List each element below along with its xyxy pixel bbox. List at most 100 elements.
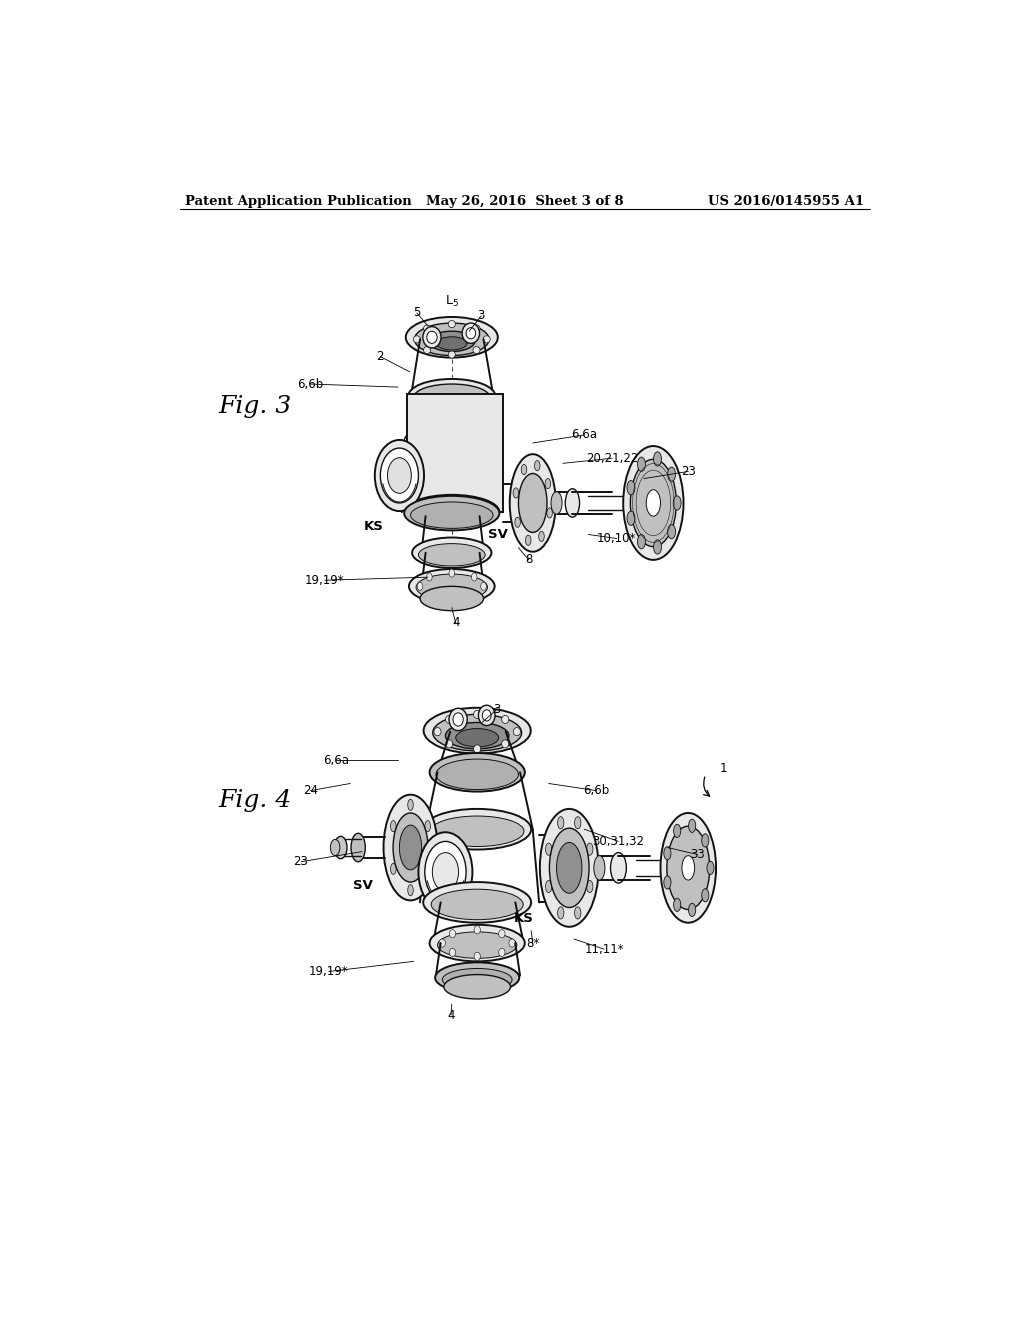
- Ellipse shape: [424, 708, 530, 754]
- Ellipse shape: [546, 880, 552, 892]
- Ellipse shape: [445, 739, 453, 748]
- Ellipse shape: [351, 833, 366, 862]
- Ellipse shape: [701, 834, 709, 847]
- Text: 24: 24: [303, 784, 318, 797]
- Text: 6,6a: 6,6a: [323, 754, 349, 767]
- Ellipse shape: [419, 544, 485, 566]
- Ellipse shape: [419, 833, 472, 912]
- Ellipse shape: [427, 591, 432, 599]
- Ellipse shape: [587, 880, 593, 892]
- Ellipse shape: [513, 727, 520, 735]
- Text: 23: 23: [681, 465, 695, 478]
- Text: SV: SV: [487, 528, 508, 541]
- Ellipse shape: [456, 729, 499, 747]
- Ellipse shape: [425, 863, 430, 874]
- Ellipse shape: [474, 710, 480, 718]
- Ellipse shape: [449, 351, 456, 358]
- Ellipse shape: [473, 325, 480, 333]
- Ellipse shape: [425, 841, 466, 903]
- Text: 6,6a: 6,6a: [571, 429, 597, 441]
- Ellipse shape: [499, 929, 505, 937]
- Text: Patent Application Publication: Patent Application Publication: [185, 194, 412, 207]
- Ellipse shape: [557, 817, 564, 829]
- Ellipse shape: [502, 739, 509, 748]
- Ellipse shape: [510, 454, 556, 552]
- Ellipse shape: [412, 537, 492, 568]
- Ellipse shape: [624, 446, 684, 560]
- Ellipse shape: [674, 824, 681, 837]
- Text: 8: 8: [525, 553, 532, 566]
- Text: 4: 4: [447, 1008, 455, 1022]
- Text: 6,6b: 6,6b: [583, 784, 609, 797]
- Ellipse shape: [525, 535, 531, 545]
- Ellipse shape: [682, 855, 694, 880]
- Ellipse shape: [594, 855, 605, 880]
- Ellipse shape: [424, 325, 431, 333]
- Text: KS: KS: [513, 912, 534, 925]
- Text: Fig. 3: Fig. 3: [218, 395, 292, 418]
- Ellipse shape: [664, 846, 671, 859]
- Ellipse shape: [660, 813, 716, 923]
- Ellipse shape: [393, 813, 428, 882]
- Bar: [408, 395, 503, 512]
- Ellipse shape: [424, 347, 431, 354]
- Ellipse shape: [668, 524, 676, 539]
- Text: L$_5$: L$_5$: [444, 294, 459, 309]
- Ellipse shape: [453, 713, 463, 726]
- Ellipse shape: [423, 882, 531, 923]
- Ellipse shape: [688, 820, 695, 833]
- Ellipse shape: [483, 335, 490, 343]
- Ellipse shape: [439, 939, 445, 948]
- Ellipse shape: [502, 715, 509, 723]
- Ellipse shape: [587, 843, 593, 855]
- Ellipse shape: [673, 496, 681, 510]
- Ellipse shape: [334, 837, 347, 859]
- Ellipse shape: [513, 488, 518, 498]
- Ellipse shape: [430, 816, 524, 846]
- Text: 4: 4: [452, 616, 460, 630]
- Ellipse shape: [417, 582, 423, 590]
- Ellipse shape: [415, 323, 489, 355]
- Ellipse shape: [557, 907, 564, 919]
- Text: 3: 3: [494, 702, 501, 715]
- Ellipse shape: [631, 459, 677, 546]
- Ellipse shape: [442, 969, 512, 991]
- Ellipse shape: [445, 715, 453, 723]
- Ellipse shape: [406, 317, 498, 358]
- Ellipse shape: [450, 929, 456, 937]
- Ellipse shape: [574, 817, 581, 829]
- Text: 2: 2: [377, 350, 384, 363]
- Ellipse shape: [610, 853, 627, 883]
- Ellipse shape: [414, 335, 421, 343]
- Ellipse shape: [478, 705, 495, 726]
- Ellipse shape: [515, 517, 520, 528]
- Ellipse shape: [423, 809, 531, 850]
- Ellipse shape: [331, 840, 340, 855]
- Ellipse shape: [449, 321, 456, 327]
- Ellipse shape: [390, 821, 396, 832]
- Ellipse shape: [416, 574, 487, 601]
- Ellipse shape: [674, 898, 681, 911]
- Ellipse shape: [551, 492, 562, 515]
- Ellipse shape: [384, 795, 437, 900]
- Ellipse shape: [408, 799, 414, 810]
- Text: SV: SV: [353, 879, 373, 891]
- Ellipse shape: [445, 722, 509, 748]
- Ellipse shape: [546, 843, 552, 855]
- Ellipse shape: [450, 948, 456, 957]
- Ellipse shape: [664, 876, 671, 890]
- Text: 8*: 8*: [526, 937, 540, 949]
- Ellipse shape: [409, 430, 495, 457]
- Ellipse shape: [565, 488, 580, 517]
- Ellipse shape: [701, 888, 709, 902]
- Ellipse shape: [399, 825, 422, 870]
- Ellipse shape: [646, 490, 660, 516]
- Ellipse shape: [688, 903, 695, 916]
- Ellipse shape: [429, 331, 475, 351]
- Ellipse shape: [638, 535, 645, 549]
- Ellipse shape: [653, 451, 662, 466]
- Ellipse shape: [404, 496, 500, 531]
- Text: US 2016/0145955 A1: US 2016/0145955 A1: [709, 194, 864, 207]
- Ellipse shape: [387, 458, 412, 494]
- Ellipse shape: [474, 952, 480, 961]
